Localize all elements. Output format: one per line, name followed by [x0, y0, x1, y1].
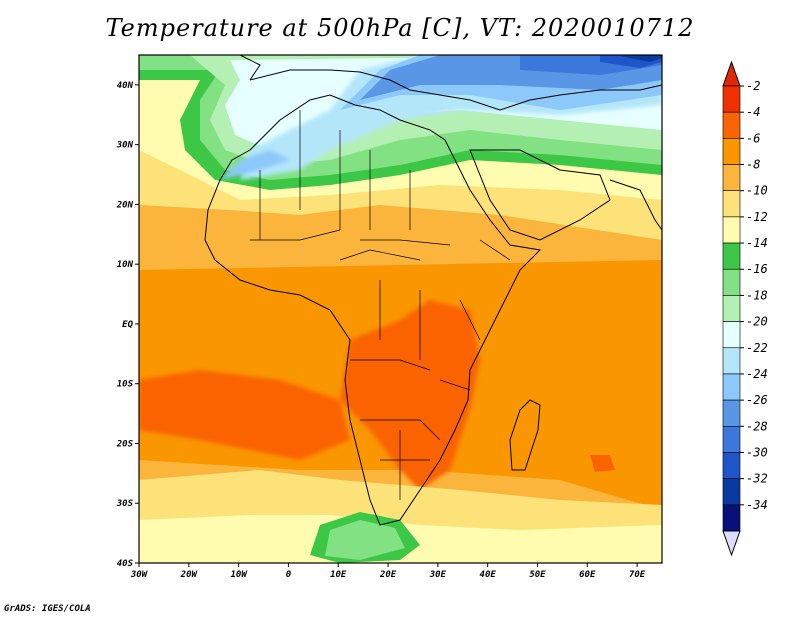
y-tick-label: 10S — [117, 380, 134, 390]
y-tick-label: EQ — [122, 320, 133, 330]
y-tick-label: 20N — [116, 200, 134, 210]
colorbar-swatch — [722, 347, 741, 375]
colorbar-swatch — [722, 111, 741, 139]
y-tick-label: 10N — [117, 260, 134, 270]
colorbar-label: -20 — [746, 315, 768, 329]
y-tick-label: 30N — [116, 141, 134, 151]
colorbar-swatch — [722, 425, 741, 453]
colorbar-swatch — [722, 138, 741, 165]
colorbar-label: -32 — [746, 472, 768, 486]
x-tick-label: 30E — [429, 570, 447, 580]
colorbar-swatch — [722, 190, 741, 218]
colorbar-label: -22 — [746, 341, 768, 355]
y-tick-label: 20S — [116, 439, 134, 449]
y-tick-label: 40N — [117, 81, 134, 91]
x-tick-label: 60E — [579, 570, 596, 580]
x-axis-ticks: 30W 20W 10W 0 10E 20E 30E 40E 50E 60E 70E — [130, 563, 646, 580]
x-tick-label: 20W — [180, 570, 199, 580]
colorbar-label: -4 — [746, 105, 760, 119]
y-tick-label: 30S — [116, 499, 134, 509]
x-tick-label: 30W — [130, 570, 149, 580]
colorbar-swatch — [722, 85, 741, 113]
colorbar-swatch — [722, 399, 741, 427]
colorbar-swatch — [722, 216, 741, 244]
colorbar-swatch — [722, 164, 741, 192]
x-tick-label: 40E — [480, 570, 497, 580]
colorbar-swatch — [722, 268, 741, 296]
colorbar-label: -14 — [746, 236, 768, 250]
coastlines — [204, 55, 662, 526]
colorbar-label: -2 — [746, 79, 760, 93]
x-tick-label: 70E — [629, 570, 646, 580]
colorbar-cap-top — [722, 60, 741, 87]
chart-title: Temperature at 500hPa [C], VT: 202001071… — [105, 14, 695, 42]
x-tick-label: 0 — [286, 570, 292, 580]
colorbar-label: -24 — [746, 367, 768, 381]
country-borders — [250, 110, 511, 500]
plot-frame — [138, 54, 663, 564]
credit-label: GrADS: IGES/COLA — [4, 604, 91, 614]
colorbar-label: -30 — [746, 445, 768, 459]
colorbar-swatch — [722, 242, 741, 270]
temperature-field — [139, 55, 662, 563]
colorbar-label: -8 — [746, 158, 760, 172]
colorbar-swatch — [722, 504, 741, 532]
x-tick-label: 10E — [330, 570, 347, 580]
colorbar-label: -18 — [746, 288, 768, 302]
x-tick-label: 10W — [230, 570, 248, 580]
x-tick-label: 20E — [379, 570, 397, 580]
colorbar-label: -12 — [746, 210, 768, 224]
colorbar-label: -6 — [746, 131, 760, 145]
colorbar-swatch — [722, 373, 741, 401]
x-tick-label: 50E — [529, 570, 546, 580]
colorbar-label: -26 — [746, 393, 768, 407]
colorbar-cap-bottom — [722, 530, 741, 557]
colorbar-swatch — [722, 452, 741, 479]
colorbar-swatch — [722, 321, 741, 349]
colorbar-label: -28 — [746, 419, 768, 433]
colorbar-label: -34 — [746, 498, 768, 512]
colorbar-label: -16 — [746, 262, 768, 276]
y-axis-ticks: 40N 30N 20N 10N EQ 10S 20S 30S 40S — [116, 81, 139, 569]
y-tick-label: 40S — [117, 559, 134, 569]
colorbar-label: -10 — [746, 184, 768, 198]
colorbar-swatch — [722, 295, 741, 322]
colorbar-swatch — [722, 478, 741, 506]
